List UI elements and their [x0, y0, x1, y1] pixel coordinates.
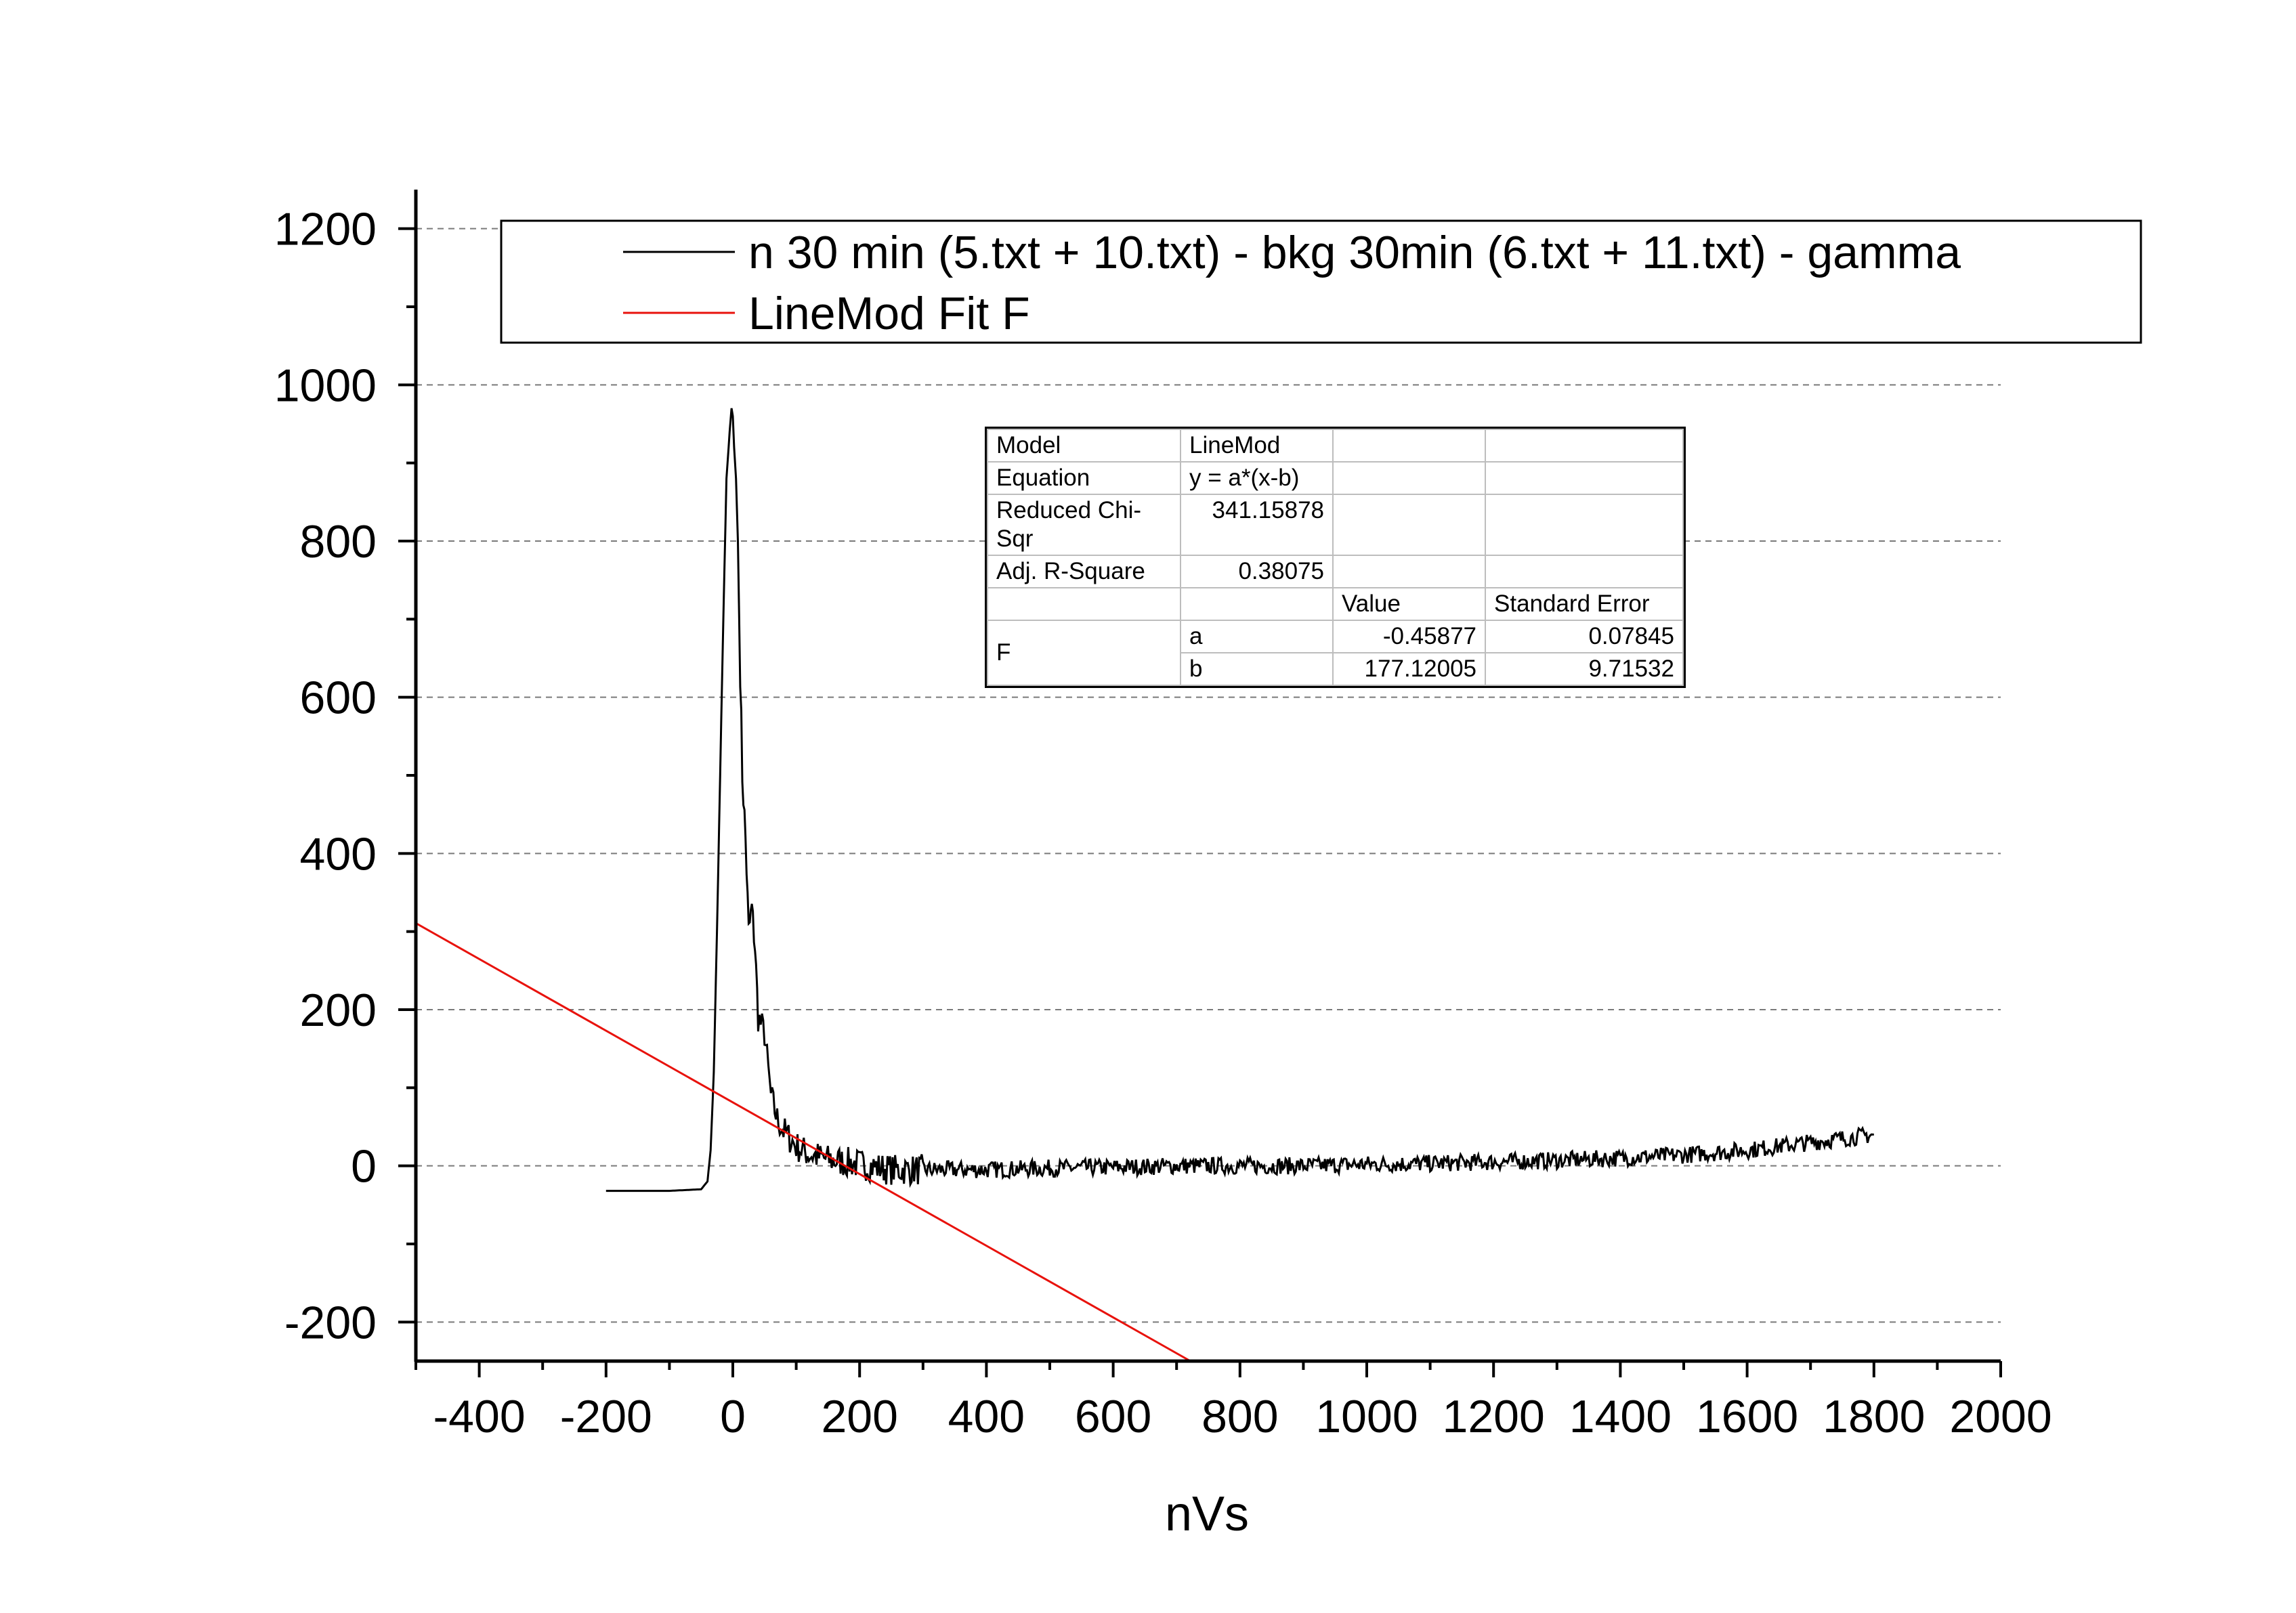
- y-tick-label: 600: [300, 672, 377, 724]
- table-row: Model LineMod: [987, 429, 1684, 463]
- table-row: Adj. R-Square 0.38075: [987, 555, 1684, 588]
- x-tick-label: 600: [1075, 1391, 1151, 1442]
- legend-label-series-1: n 30 min (5.txt + 10.txt) - bkg 30min (6…: [748, 227, 1961, 278]
- series-layer: [416, 408, 1874, 1361]
- legend-label-series-2: LineMod Fit F: [748, 288, 1030, 339]
- equation-label: Equation: [987, 461, 1181, 495]
- table-row: F a -0.45877 0.07845: [987, 620, 1684, 686]
- y-tick-label: 800: [300, 516, 377, 567]
- axes: [414, 190, 2001, 1363]
- ticks: -400 -200 0 200 400 600 800 1000 1200 1400 1600 180…: [274, 204, 2052, 1442]
- chisqr-value: 341.15878: [1180, 494, 1334, 556]
- x-tick-label: 800: [1202, 1391, 1278, 1442]
- y-tick-label: 400: [300, 828, 377, 880]
- grid-lines: [416, 228, 2001, 1323]
- x-tick-label: 400: [948, 1391, 1025, 1442]
- x-tick-label: -200: [560, 1391, 652, 1442]
- param-stderr-a: 0.07845: [1485, 620, 1684, 653]
- x-tick-label: 2000: [1949, 1391, 2051, 1442]
- param-stderr-b: 9.71532: [1485, 652, 1684, 686]
- group-label: F: [987, 620, 1181, 686]
- x-tick-label: 1000: [1315, 1391, 1418, 1442]
- model-value: LineMod: [1180, 429, 1334, 463]
- r2-value: 0.38075: [1180, 555, 1334, 588]
- x-tick-label: 1400: [1569, 1391, 1672, 1442]
- fit-results-table: Model LineMod Equation y = a*(x-b) Reduc…: [985, 427, 1686, 688]
- param-value-a: -0.45877: [1332, 620, 1486, 653]
- r2-label: Adj. R-Square: [987, 555, 1181, 588]
- y-tick-label: 200: [300, 985, 377, 1036]
- table-row: Reduced Chi-Sqr 341.15878: [987, 494, 1684, 556]
- series-line-1: [605, 408, 1874, 1192]
- legend-box: [500, 219, 2142, 344]
- param-name-a: a: [1180, 620, 1334, 653]
- table-row: Value Standard Error: [987, 587, 1684, 621]
- series-line-2: [416, 922, 1190, 1361]
- param-name-b: b: [1180, 652, 1334, 686]
- x-tick-label: 200: [821, 1391, 897, 1442]
- x-tick-label: 1600: [1696, 1391, 1798, 1442]
- y-tick-label: 1000: [274, 360, 377, 411]
- x-tick-label: -400: [433, 1391, 526, 1442]
- param-value-b: 177.12005: [1332, 652, 1486, 686]
- y-tick-label: -200: [284, 1297, 377, 1348]
- model-label: Model: [987, 429, 1181, 463]
- stderr-header: Standard Error: [1485, 587, 1684, 621]
- table-row: Equation y = a*(x-b): [987, 461, 1684, 495]
- legend: n 30 min (5.txt + 10.txt) - bkg 30min (6…: [500, 219, 2142, 344]
- value-header: Value: [1332, 587, 1486, 621]
- x-tick-label: 1200: [1443, 1391, 1545, 1442]
- table-row: b 177.12005 9.71532: [987, 652, 1684, 686]
- chisqr-label: Reduced Chi-Sqr: [987, 494, 1181, 556]
- x-tick-label: 1800: [1823, 1391, 1925, 1442]
- equation-value: y = a*(x-b): [1180, 461, 1334, 495]
- x-axis-label: nVs: [1165, 1487, 1249, 1541]
- x-tick-label: 0: [720, 1391, 746, 1442]
- y-tick-label: 1200: [274, 204, 377, 255]
- y-tick-label: 0: [351, 1141, 377, 1192]
